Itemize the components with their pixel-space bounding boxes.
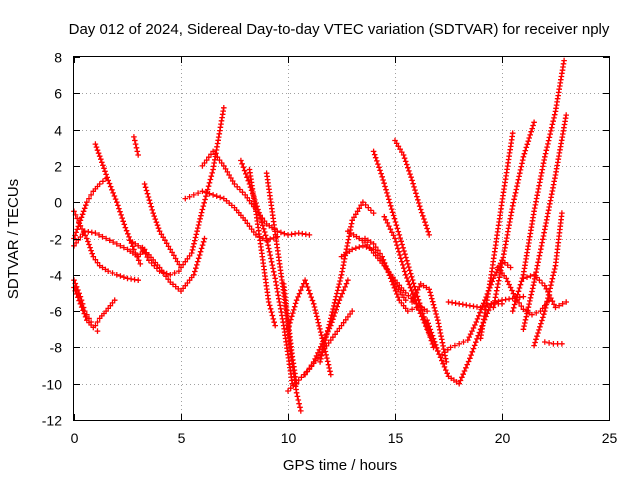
- series-arc-34-markers: [509, 57, 567, 314]
- series-arc-35-markers: [520, 112, 569, 332]
- series-arc-04-markers: [71, 277, 118, 329]
- chart-title: Day 012 of 2024, Sidereal Day-to-day VTE…: [69, 21, 610, 38]
- x-tick-label: 10: [281, 430, 297, 446]
- y-axis-label: SDTVAR / TECUs: [5, 179, 22, 299]
- plot-frame: [73, 56, 610, 421]
- series-arc-32-markers: [490, 119, 537, 311]
- y-tick-label: -12: [42, 413, 62, 429]
- series-arc-26-markers: [392, 137, 432, 238]
- x-tick-label: 20: [495, 430, 511, 446]
- series-arc-23-markers: [362, 235, 420, 314]
- axis-ticks: 0 5 10 15 20 25 -12 -10 -8 -6 -4 -2 0 2 4 6 8: [42, 50, 618, 447]
- y-tick-label: 2: [54, 159, 62, 175]
- series-arc-36-markers: [531, 210, 565, 349]
- series-arc-31-markers: [477, 130, 516, 342]
- x-tick-label: 15: [388, 430, 404, 446]
- series-arc-17-markers: [285, 308, 355, 394]
- y-tick-label: -2: [50, 232, 63, 248]
- series-arc-06-markers: [92, 141, 144, 267]
- series-arc-10-markers: [139, 244, 182, 278]
- y-tick-label: -10: [42, 377, 62, 393]
- data-markers: [71, 57, 569, 414]
- x-tick-label: 0: [71, 430, 79, 446]
- x-axis-label: GPS time / hours: [283, 457, 397, 474]
- y-tick-label: -6: [50, 304, 63, 320]
- series-arc-37-markers: [542, 339, 565, 347]
- y-tick-label: 4: [54, 123, 62, 139]
- series-arc-14-markers: [246, 166, 278, 329]
- series-arc-08-markers: [141, 105, 227, 271]
- series-arc-38-markers: [520, 272, 569, 311]
- x-tick-label: 25: [602, 430, 618, 446]
- y-tick-label: 0: [54, 195, 62, 211]
- series-arc-13-markers: [238, 157, 296, 387]
- y-tick-label: 8: [54, 50, 62, 66]
- series-arc-07-markers: [131, 134, 141, 158]
- y-tick-label: -4: [50, 268, 63, 284]
- y-tick-label: -8: [50, 340, 63, 356]
- series-arc-20-markers: [317, 199, 377, 365]
- y-tick-label: 6: [54, 86, 62, 102]
- x-tick-label: 5: [178, 430, 186, 446]
- grid: [74, 57, 609, 420]
